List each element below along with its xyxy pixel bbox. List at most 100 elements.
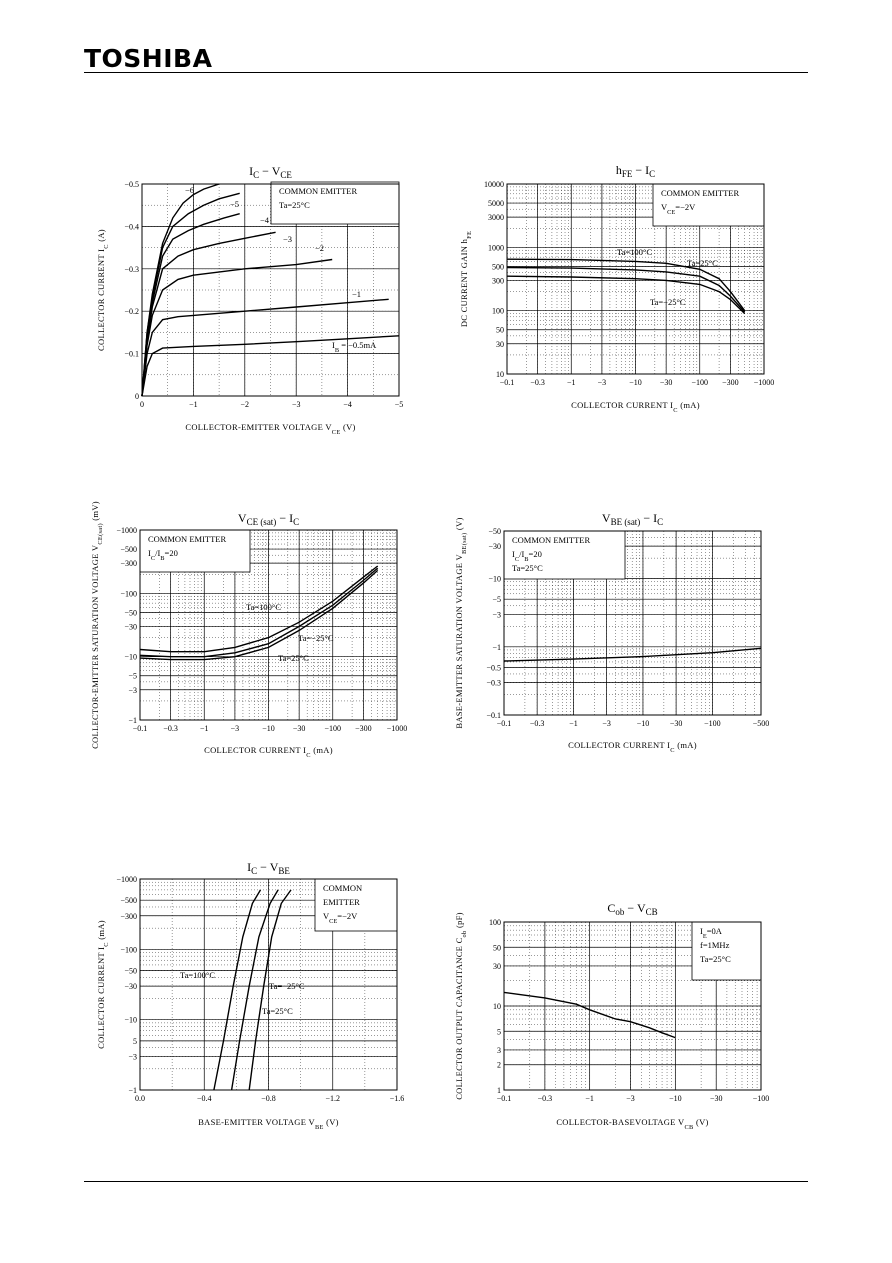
x-tick-label: −3 xyxy=(626,1094,635,1103)
y-tick-label: 100 xyxy=(489,918,501,927)
plot-frame xyxy=(139,529,398,721)
legend-line: Ta=25°C xyxy=(279,200,310,210)
y-tick-label: 100 xyxy=(492,307,504,316)
x-tick-label: −100 xyxy=(704,719,721,728)
y-tick-label: −50 xyxy=(124,608,137,617)
chart-title: hFE − IC xyxy=(616,163,655,179)
chart-cob-vcb: IE=0Af=1MHz Ta=25°C −0.1 −0.3 −1 −3 −10 −30 −100… xyxy=(454,901,769,1131)
chart-ic-vbe: COMMON EMITTER VCE=−2V 0.0 −0.4 −0.8 −1.2 −1.6 −… xyxy=(96,860,405,1131)
legend-box xyxy=(503,530,626,580)
series-line xyxy=(506,258,746,312)
x-tick-label: −10 xyxy=(637,719,650,728)
legend-line: Ta=25°C xyxy=(512,563,543,573)
y-tick-label: 10 xyxy=(493,1002,501,1011)
series-label: −4 xyxy=(260,215,270,225)
series-label: Ta=25°C xyxy=(687,258,718,268)
legend-line: Ta=25°C xyxy=(700,954,731,964)
x-tick-label: −100 xyxy=(324,724,341,733)
x-tick-label: −0.1 xyxy=(133,724,148,733)
x-tick-label: −1.6 xyxy=(390,1094,405,1103)
y-tick-label: −1 xyxy=(128,716,137,725)
legend-line: COMMON EMITTER xyxy=(148,534,226,544)
y-tick-label: 5 xyxy=(497,1027,501,1036)
x-tick-label: −0.3 xyxy=(530,719,545,728)
x-tick-label: −0.3 xyxy=(538,1094,553,1103)
x-tick-label: −1 xyxy=(189,400,198,409)
x-tick-label: −30 xyxy=(710,1094,723,1103)
series-line xyxy=(139,567,379,658)
x-tick-label: −0.1 xyxy=(497,1094,512,1103)
chart-title: VCE (sat) − IC xyxy=(238,511,299,527)
y-tick-label: −1000 xyxy=(116,875,137,884)
x-axis-label: COLLECTOR CURRENT IC (mA) xyxy=(204,745,333,759)
y-tick-label: −0.1 xyxy=(124,350,139,359)
chart-title: VBE (sat) − IC xyxy=(602,511,663,527)
plot-frame xyxy=(139,878,398,1091)
y-tick-label: −10 xyxy=(124,653,137,662)
series-line xyxy=(230,889,279,1091)
y-tick-label: −500 xyxy=(120,545,137,554)
x-tick-label: −10 xyxy=(669,1094,682,1103)
series-line xyxy=(141,298,389,397)
x-tick-label: 0 xyxy=(140,400,144,409)
chart-hfe-ic: COMMON EMITTER VCE=−2V −0.1 −0.3 −1 −3 −10 −30 −… xyxy=(459,163,775,414)
y-tick-label: 10000 xyxy=(484,180,504,189)
y-tick-label: −0.3 xyxy=(486,678,501,687)
header-rule xyxy=(84,72,808,73)
y-tick-label: −0.1 xyxy=(486,711,501,720)
x-tick-label: −0.3 xyxy=(530,378,545,387)
x-tick-label: −1000 xyxy=(754,378,775,387)
legend-line: COMMON xyxy=(323,883,362,893)
x-tick-label: −3 xyxy=(231,724,240,733)
legend-box xyxy=(314,878,398,932)
x-tick-label: −10 xyxy=(629,378,642,387)
x-axis-label: COLLECTOR CURRENT IC (mA) xyxy=(568,740,697,754)
y-tick-label: −50 xyxy=(488,527,501,536)
y-tick-label: −10 xyxy=(124,1016,137,1025)
series-line xyxy=(141,258,333,397)
chart-title: Cob − VCB xyxy=(607,901,657,917)
y-axis-label: COLLECTOR CURRENT IC (A) xyxy=(96,229,110,351)
x-tick-label: −0.3 xyxy=(163,724,178,733)
legend-line: IC/IB=20 xyxy=(148,548,178,562)
x-tick-label: −1 xyxy=(585,1094,594,1103)
x-axis-label: COLLECTOR-BASEVOLTAGE VCB (V) xyxy=(556,1117,708,1131)
series-line xyxy=(141,335,400,397)
y-tick-label: −3 xyxy=(492,610,501,619)
legend-line: COMMON EMITTER xyxy=(512,535,590,545)
legend-box xyxy=(691,921,762,981)
brand-logo: TOSHIBA xyxy=(84,44,213,73)
x-tick-label: −1 xyxy=(567,378,576,387)
series-label: Ta=25°C xyxy=(278,653,309,663)
y-tick-label: −1000 xyxy=(116,526,137,535)
y-tick-label: −0.2 xyxy=(124,307,139,316)
y-tick-label: −3 xyxy=(128,1052,137,1061)
series-label: Ta=100°C xyxy=(617,247,652,257)
y-tick-label: 5000 xyxy=(488,199,504,208)
series-label: Ta=−25°C xyxy=(269,981,305,991)
y-tick-label: 500 xyxy=(492,262,504,271)
x-tick-label: −300 xyxy=(355,724,372,733)
y-tick-label: −1 xyxy=(128,1086,137,1095)
series-line xyxy=(248,889,292,1091)
series-label: −1 xyxy=(352,289,361,299)
plot-frame xyxy=(503,530,762,716)
footer-rule xyxy=(84,1181,808,1182)
legend-box xyxy=(139,529,251,573)
legend-line: VCE=−2V xyxy=(323,911,358,925)
chart-vcesat-ic: COMMON EMITTER IC/IB=20 −0.1 −0.3 −1 −3 −10 −30… xyxy=(90,501,407,759)
chart-title: IC − VCE xyxy=(249,164,292,180)
y-tick-label: −30 xyxy=(124,622,137,631)
y-axis-label: COLLECTOR OUTPUT CAPACITANCE Cob (pF) xyxy=(454,912,468,1100)
y-tick-label: 30 xyxy=(496,340,504,349)
y-tick-label: −0.3 xyxy=(124,265,139,274)
series-label: Ta=−25°C xyxy=(298,633,334,643)
x-tick-label: −4 xyxy=(343,400,352,409)
x-tick-label: −0.8 xyxy=(261,1094,276,1103)
series-line xyxy=(213,889,262,1091)
y-tick-label: 2 xyxy=(497,1061,501,1070)
x-tick-label: −30 xyxy=(293,724,306,733)
y-tick-label: −300 xyxy=(120,912,137,921)
series-line xyxy=(506,275,746,315)
